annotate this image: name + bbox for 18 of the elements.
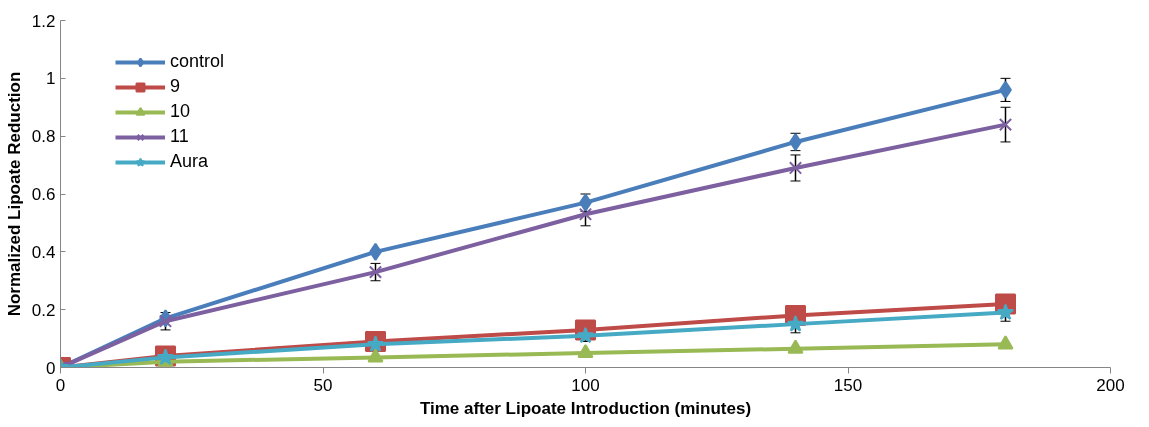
y-tick-label: 0.4 [31,242,56,262]
y-tick-label: 0.8 [31,127,56,147]
x-tick-label: 150 [833,375,863,395]
legend-label: 11 [170,126,190,147]
x-tick-label: 100 [571,375,600,395]
y-tick-label: 0 [46,358,56,378]
y-tick-label: 1 [46,69,56,89]
y-axis-title: Normalized Lipoate Reduction [4,71,24,317]
y-tick-label: 1.2 [31,11,56,31]
y-tick-label: 0.6 [31,185,56,204]
y-tick-label: 0.2 [31,300,56,320]
x-axis-title: Time after Lipoate Introduction (minutes) [419,398,752,418]
legend-label: 10 [170,101,191,122]
legend-label: 9 [170,76,181,97]
legend-label: control [170,51,225,72]
x-tick-label: 200 [1096,375,1125,395]
x-tick-label: 50 [313,375,333,395]
legend-label: Aura [170,151,209,172]
